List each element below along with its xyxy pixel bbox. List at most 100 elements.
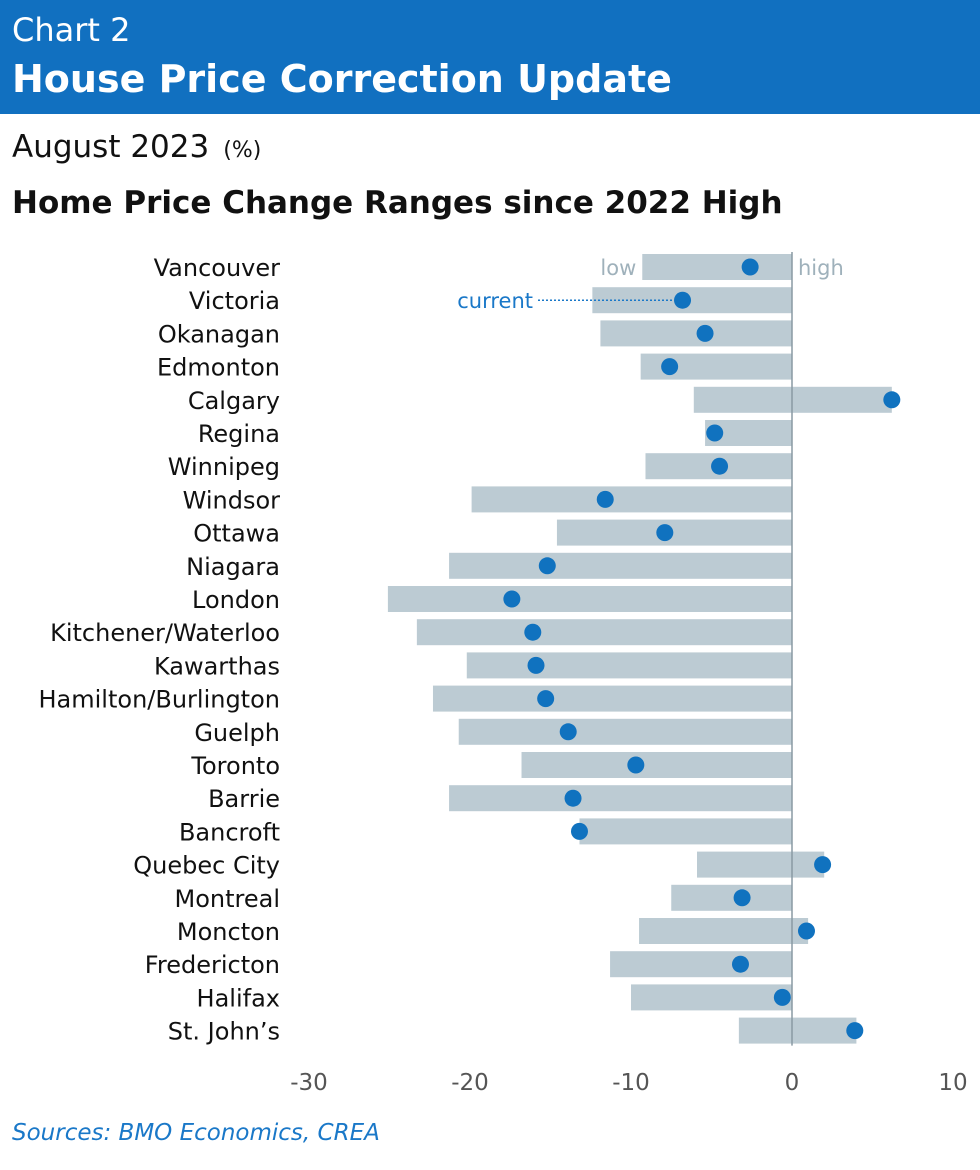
chart-row: St. John’s	[168, 1017, 857, 1046]
current-dot	[627, 756, 645, 774]
current-dot	[527, 656, 545, 674]
current-dot	[503, 590, 521, 608]
range-bar	[693, 386, 892, 413]
range-bar	[738, 1017, 857, 1044]
chart-row: Vancouver	[154, 254, 792, 282]
chart-row: Barrie	[208, 785, 792, 813]
current-dots	[503, 258, 901, 1040]
legend-low-label: low	[600, 256, 636, 280]
current-dot	[559, 723, 577, 741]
category-label: London	[192, 586, 280, 614]
chart-row: Moncton	[177, 918, 809, 946]
current-dot	[883, 391, 901, 409]
x-tick-label: 10	[938, 1070, 967, 1096]
chart-row: Kawarthas	[154, 652, 792, 680]
category-label: Windsor	[183, 486, 281, 514]
x-tick-label: -30	[290, 1070, 328, 1096]
category-label: Niagara	[186, 553, 280, 581]
range-bar	[631, 984, 792, 1011]
current-dot	[538, 557, 556, 575]
current-dot	[706, 424, 724, 442]
current-dot	[797, 922, 815, 940]
chart-row: Halifax	[197, 984, 792, 1012]
category-label: Winnipeg	[168, 453, 280, 481]
range-bar	[387, 586, 792, 612]
current-dot	[570, 822, 588, 840]
range-dot-chart: Vancouver Victoria Okanagan Edmonton Calgary…	[39, 252, 968, 1096]
range-bar	[449, 552, 792, 579]
chart-row: Winnipeg	[168, 453, 792, 481]
range-bar	[521, 752, 792, 778]
chart-title: House Price Correction Update	[12, 57, 672, 101]
current-dot	[524, 623, 542, 641]
category-label: Ottawa	[193, 520, 280, 548]
category-label: Montreal	[175, 885, 281, 913]
current-dot	[564, 789, 582, 807]
chart-row: Okanagan	[158, 320, 792, 348]
chart-rows: Vancouver Victoria Okanagan Edmonton Calgary…	[39, 254, 892, 1046]
chart-row: Fredericton	[145, 951, 792, 979]
panel-title: Home Price Change Ranges since 2022 High	[12, 185, 783, 221]
source-note: Sources: BMO Economics, CREA	[12, 1120, 380, 1146]
chart-row: Montreal	[175, 884, 792, 913]
range-bar	[556, 519, 792, 546]
range-bar	[642, 254, 792, 280]
range-bar	[458, 718, 792, 745]
subtitle-unit: (%)	[223, 138, 262, 163]
range-bar	[600, 320, 792, 347]
current-dot	[846, 1022, 864, 1040]
current-dot	[711, 457, 729, 475]
subtitle-date: August 2023	[12, 129, 210, 165]
category-label: Edmonton	[157, 354, 280, 382]
chart-row: Windsor	[183, 486, 792, 514]
x-tick-label: 0	[785, 1070, 800, 1096]
chart-row: Ottawa	[193, 519, 792, 548]
range-bar	[697, 851, 825, 878]
category-label: Kawarthas	[154, 652, 280, 680]
chart-header: Chart 2 House Price Correction Update	[0, 0, 980, 114]
x-axis: -30 -20 -10 0 10	[290, 1070, 967, 1096]
current-dot	[696, 324, 714, 342]
chart-row: London	[192, 586, 792, 614]
chart-row: Bancroft	[179, 818, 792, 846]
category-label: Fredericton	[145, 951, 280, 979]
category-label: Bancroft	[179, 818, 280, 846]
current-dot	[674, 291, 692, 309]
category-label: Quebec City	[133, 852, 280, 880]
range-bar	[432, 685, 792, 712]
chart-number: Chart 2	[12, 11, 131, 49]
current-dot	[814, 856, 832, 874]
range-bar	[579, 818, 792, 845]
category-label: Moncton	[177, 918, 280, 946]
category-label: Hamilton/Burlington	[39, 686, 281, 714]
legend-high-label: high	[798, 256, 844, 280]
current-dot	[596, 490, 614, 508]
category-label: Vancouver	[154, 254, 281, 282]
x-tick-label: -10	[612, 1070, 650, 1096]
category-label: Halifax	[197, 984, 280, 1012]
chart-row: Quebec City	[133, 851, 825, 880]
category-label: St. John’s	[168, 1018, 280, 1046]
chart-row: Victoria	[189, 287, 792, 315]
chart-row: Hamilton/Burlington	[39, 685, 792, 714]
current-dot	[537, 690, 555, 708]
current-dot	[741, 258, 759, 276]
current-dot	[733, 889, 751, 907]
category-label: Guelph	[194, 719, 280, 747]
category-label: Okanagan	[158, 320, 280, 348]
category-label: Victoria	[189, 287, 280, 315]
chart-row: Edmonton	[157, 353, 792, 382]
chart-row: Niagara	[186, 552, 792, 581]
chart-row: Calgary	[188, 386, 892, 415]
range-bar	[610, 951, 792, 978]
range-bar	[471, 486, 792, 513]
range-bar	[639, 918, 809, 944]
category-label: Kitchener/Waterloo	[50, 619, 280, 647]
category-label: Calgary	[188, 387, 280, 415]
range-bar	[416, 619, 792, 646]
current-dot	[731, 955, 749, 973]
chart-row: Kitchener/Waterloo	[50, 619, 792, 647]
current-dot	[773, 988, 791, 1006]
category-label: Toronto	[190, 752, 280, 780]
range-bar	[671, 884, 792, 911]
